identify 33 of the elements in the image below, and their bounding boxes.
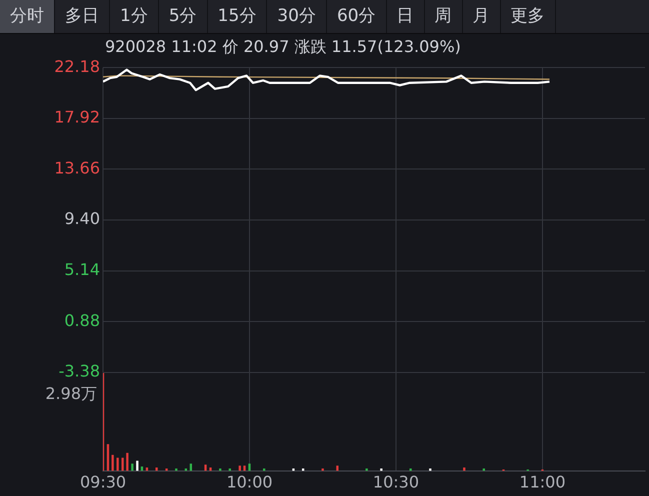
y-tick-label: -3.38 [58,362,100,381]
text: 更多 [500,0,556,33]
bar [122,458,124,471]
y-tick-label: 5.14 [64,260,100,279]
chart-title: 920028 11:02 价 20.97 涨跌 11.57(123.09%) [105,37,461,58]
bar [131,464,134,471]
x-tick-label: 09:30 [80,472,126,492]
text: 15分 [208,0,268,33]
text: 月 [462,0,501,33]
y-tick-label: 13.66 [54,158,100,178]
x-tick-label: 10:00 [226,472,273,492]
text: 5分 [158,0,208,33]
bar [136,460,138,471]
text: 周 [424,0,463,33]
bar [112,454,114,471]
y-tick-label: 22.18 [54,56,100,76]
text: 30分 [267,0,327,33]
y-tick-label: 9.40 [64,209,100,228]
bar [126,452,128,471]
bar [336,466,339,471]
bar [238,466,241,471]
text: 分时 [0,0,55,33]
bar [463,468,466,471]
y-tick-label: 0.88 [64,310,100,330]
text: 多日 [55,0,110,33]
text: 1分 [110,0,159,33]
x-tick-label: 10:30 [372,472,420,492]
text: 60分 [326,0,387,33]
text: 日 [386,0,425,33]
y-tick-label: 17.92 [54,108,100,127]
x-tick-label: 11:00 [519,472,566,492]
bar [116,458,119,471]
text: 2.98万 [45,384,97,404]
